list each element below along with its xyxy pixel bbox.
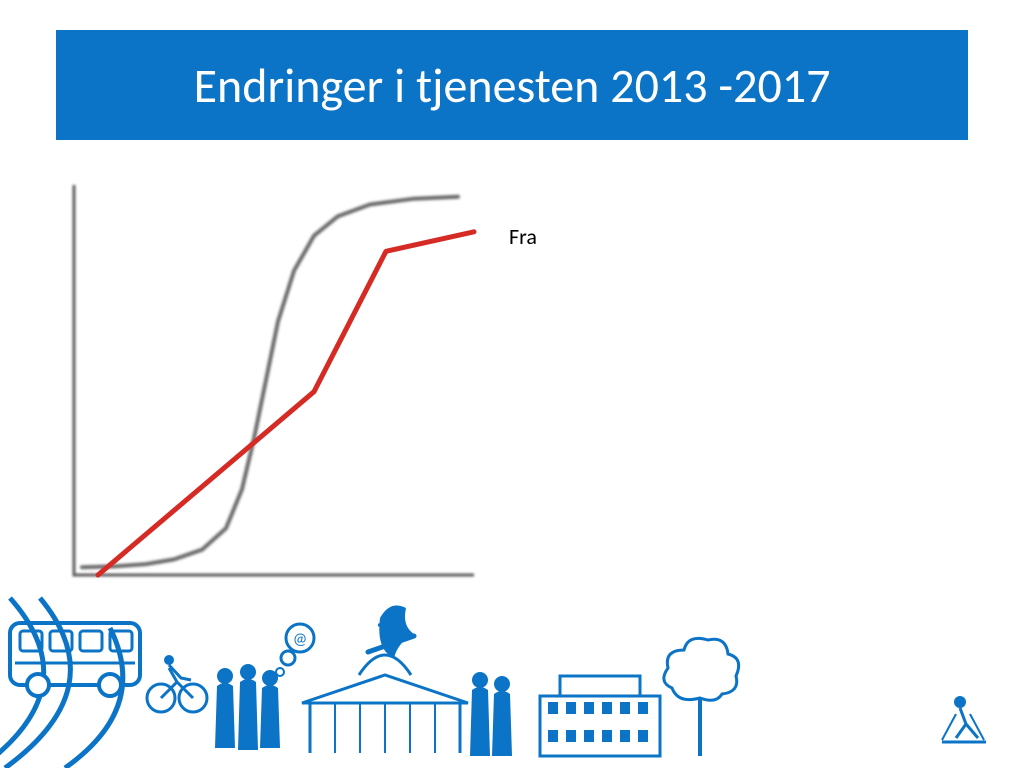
chart-annotation: Fra	[509, 223, 537, 250]
svg-text:@: @	[293, 630, 307, 649]
bus-wheel-icon	[27, 674, 49, 696]
bus-window-icon	[80, 631, 102, 651]
slide: Endringer i tjenesten 2013 -2017 Fra @	[0, 0, 1024, 768]
cyclist-icon	[164, 655, 174, 665]
title-bar: Endringer i tjenesten 2013 -2017	[56, 30, 968, 140]
chart-svg	[54, 175, 484, 595]
bus-wheel-icon	[99, 674, 121, 696]
footer-svg: @	[0, 578, 1024, 768]
series-red-line	[98, 232, 474, 575]
chart: Fra	[54, 175, 484, 595]
series-s-curve	[82, 197, 458, 568]
skier-icon	[954, 696, 966, 708]
slide-title: Endringer i tjenesten 2013 -2017	[194, 56, 831, 115]
footer-illustration: @	[0, 578, 1024, 768]
